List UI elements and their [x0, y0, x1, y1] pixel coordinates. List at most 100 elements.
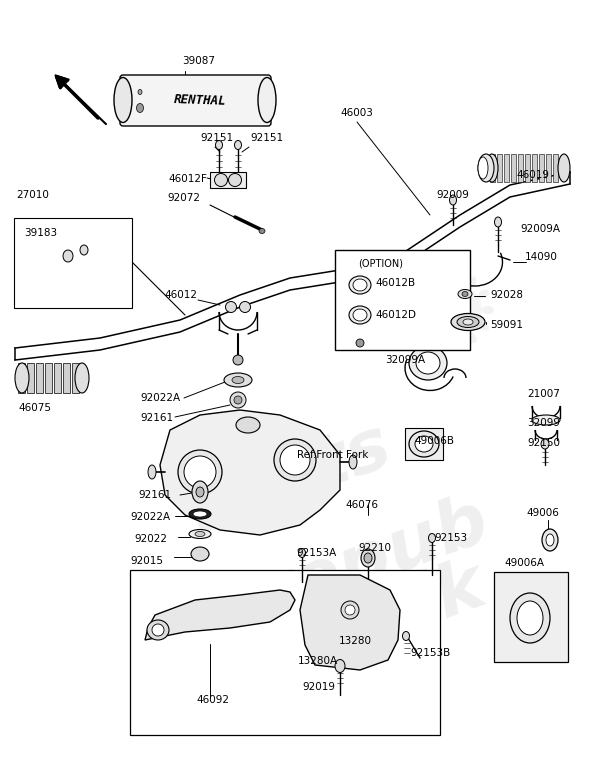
Ellipse shape — [478, 321, 489, 331]
Polygon shape — [145, 590, 295, 640]
Ellipse shape — [494, 217, 502, 227]
Bar — [45, 363, 52, 393]
Text: lik: lik — [380, 551, 495, 649]
Ellipse shape — [467, 332, 476, 343]
Text: 49006: 49006 — [526, 508, 559, 518]
Text: 92153B: 92153B — [410, 648, 450, 658]
Ellipse shape — [532, 415, 560, 425]
Text: repub: repub — [250, 486, 499, 633]
Text: 46012: 46012 — [164, 290, 197, 300]
Ellipse shape — [147, 620, 169, 640]
Bar — [553, 154, 558, 182]
Ellipse shape — [63, 250, 73, 262]
Bar — [27, 363, 34, 393]
Bar — [539, 154, 544, 182]
Ellipse shape — [558, 154, 570, 182]
Ellipse shape — [423, 321, 434, 331]
Ellipse shape — [462, 292, 468, 296]
Ellipse shape — [299, 548, 305, 558]
Ellipse shape — [436, 332, 445, 343]
Ellipse shape — [364, 553, 372, 563]
Text: 27010: 27010 — [16, 190, 49, 200]
Ellipse shape — [458, 289, 472, 299]
Ellipse shape — [259, 229, 265, 233]
Ellipse shape — [428, 534, 436, 542]
Text: 39087: 39087 — [182, 56, 215, 66]
Text: Ref.Front Fork: Ref.Front Fork — [297, 450, 368, 460]
Ellipse shape — [152, 624, 164, 636]
Bar — [525, 154, 530, 182]
Ellipse shape — [452, 336, 460, 348]
Bar — [494, 572, 568, 662]
Text: 21007: 21007 — [527, 389, 560, 399]
Ellipse shape — [335, 660, 345, 672]
Ellipse shape — [546, 534, 554, 546]
Text: 92015: 92015 — [130, 556, 163, 566]
Ellipse shape — [486, 154, 498, 182]
Ellipse shape — [467, 277, 476, 288]
Polygon shape — [300, 575, 400, 670]
Ellipse shape — [361, 549, 375, 567]
Polygon shape — [160, 410, 340, 535]
Ellipse shape — [215, 141, 223, 149]
Ellipse shape — [478, 154, 494, 182]
Ellipse shape — [446, 259, 464, 277]
Ellipse shape — [137, 103, 143, 113]
Text: 92019: 92019 — [302, 682, 335, 692]
Text: 14090: 14090 — [525, 252, 558, 262]
Text: 92161: 92161 — [140, 413, 173, 423]
Ellipse shape — [478, 157, 488, 179]
Ellipse shape — [341, 601, 359, 619]
Text: 92151: 92151 — [200, 133, 233, 143]
Bar — [36, 363, 43, 393]
Ellipse shape — [418, 306, 430, 314]
Ellipse shape — [233, 355, 243, 365]
Ellipse shape — [353, 309, 367, 321]
Ellipse shape — [423, 289, 434, 299]
Ellipse shape — [224, 373, 252, 387]
Text: 49006B: 49006B — [414, 436, 454, 446]
Ellipse shape — [541, 439, 549, 449]
Ellipse shape — [416, 352, 440, 374]
Ellipse shape — [230, 392, 246, 408]
Ellipse shape — [440, 254, 470, 282]
Bar — [335, 250, 470, 350]
Ellipse shape — [229, 173, 241, 187]
Ellipse shape — [193, 511, 207, 517]
Ellipse shape — [232, 377, 244, 384]
Text: 92072: 92072 — [167, 193, 200, 203]
Text: 92022: 92022 — [134, 534, 167, 544]
Ellipse shape — [517, 601, 543, 635]
Ellipse shape — [235, 141, 241, 149]
Text: 46012D: 46012D — [375, 310, 416, 320]
Bar — [54, 363, 61, 393]
FancyArrowPatch shape — [57, 77, 98, 118]
Ellipse shape — [114, 78, 132, 122]
Text: 92009A: 92009A — [520, 224, 560, 234]
Text: Parts: Parts — [180, 412, 401, 548]
Ellipse shape — [447, 301, 465, 319]
Text: 32099: 32099 — [527, 418, 560, 428]
Ellipse shape — [457, 317, 479, 328]
Ellipse shape — [442, 296, 470, 324]
Text: 49006A: 49006A — [504, 558, 544, 568]
FancyBboxPatch shape — [120, 75, 271, 126]
Ellipse shape — [148, 465, 156, 479]
Text: (OPTION): (OPTION) — [358, 258, 403, 268]
Bar — [14, 218, 132, 308]
Ellipse shape — [138, 89, 142, 94]
Bar — [546, 154, 551, 182]
Ellipse shape — [196, 487, 204, 497]
Text: 92022A: 92022A — [130, 512, 170, 522]
Ellipse shape — [215, 173, 227, 187]
Ellipse shape — [75, 363, 89, 393]
Ellipse shape — [478, 289, 489, 299]
Bar — [511, 154, 516, 182]
Ellipse shape — [15, 363, 29, 393]
Ellipse shape — [356, 339, 364, 347]
Text: 92022A: 92022A — [140, 393, 180, 403]
Text: 92161: 92161 — [138, 490, 171, 500]
Ellipse shape — [189, 530, 211, 538]
Ellipse shape — [403, 632, 409, 640]
Text: 92150: 92150 — [527, 438, 560, 448]
